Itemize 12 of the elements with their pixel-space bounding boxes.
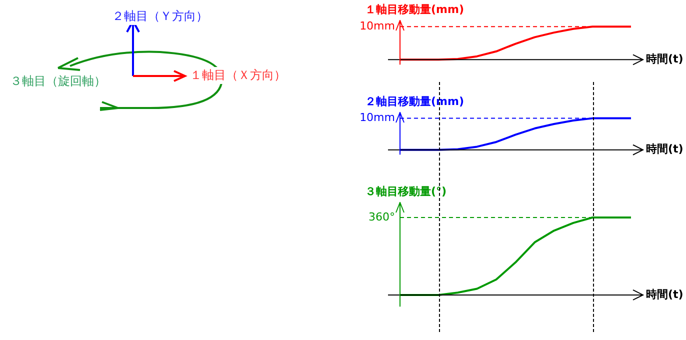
x-axis-title: 時間(t) [646,288,684,301]
y-axis-title: ３軸目移動量(°) [365,184,447,198]
x-axis-title: 時間(t) [646,52,684,66]
text: ３軸目（旋回軸） [10,73,106,90]
x-axis-title: 時間(t) [646,142,684,156]
annotation: 360° [368,210,395,224]
annotation: 10mm [360,111,395,124]
y-axis-title: ２軸目移動量(mm) [365,94,464,108]
text: １軸目（Ｘ方向） [190,67,286,84]
y-axis-title: １軸目移動量(mm) [365,2,464,16]
text: ２軸目（Ｙ方向） [112,8,208,25]
annotation: 10mm [360,19,395,32]
